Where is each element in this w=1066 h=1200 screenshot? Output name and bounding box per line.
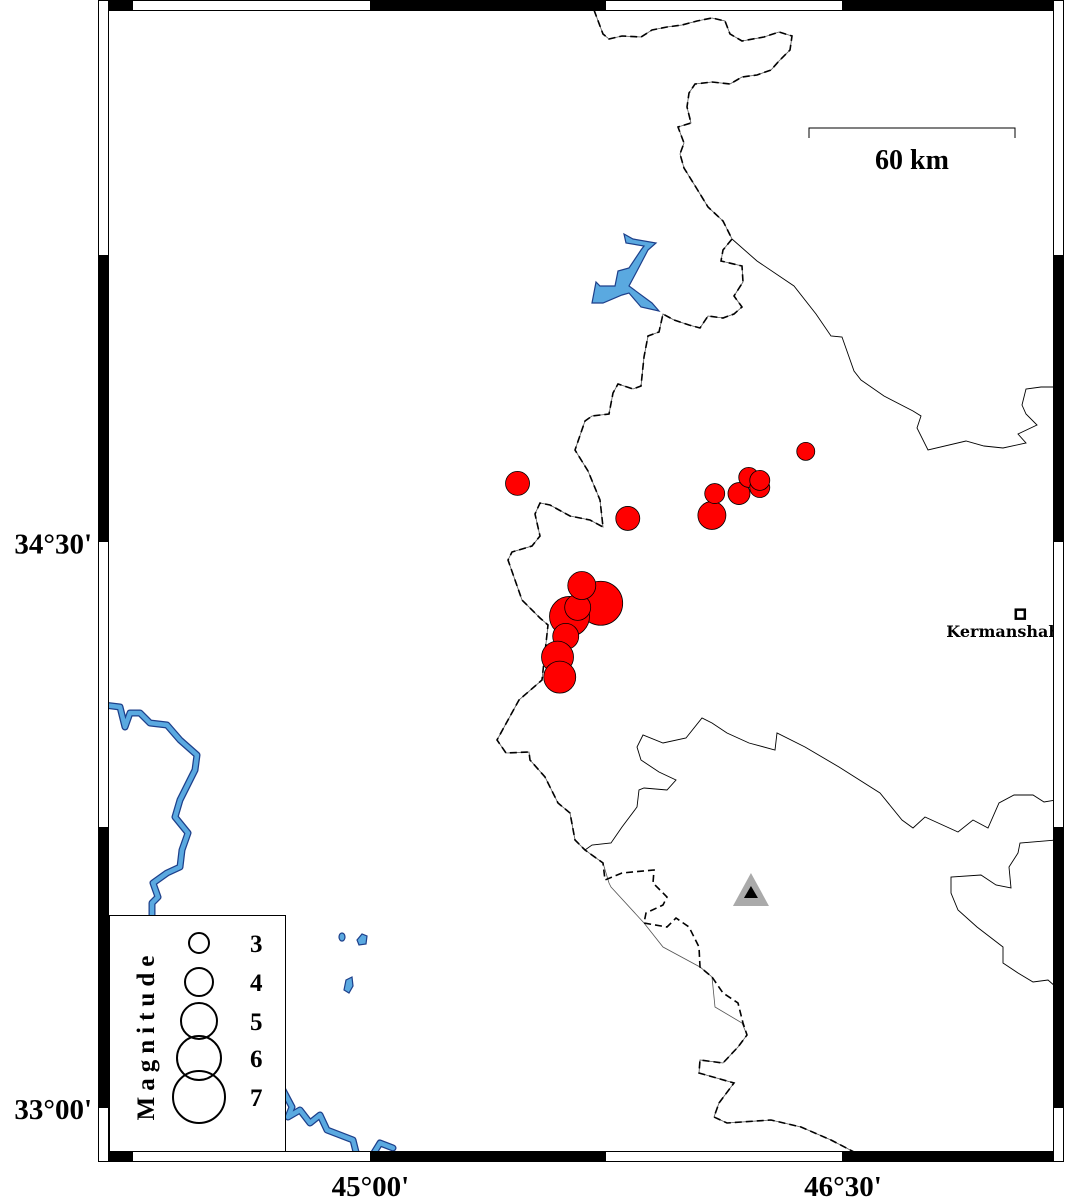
x-tick-label: 45°00': [332, 1171, 410, 1200]
axis-labels: 45°00' 46°30' 34°30' 33°00': [14, 528, 881, 1200]
square-icon: [1014, 608, 1027, 620]
earthquake-events: [505, 441, 816, 694]
city-marker: Kermanshah: [946, 608, 1060, 641]
earthquake-event: [796, 441, 816, 461]
legend-circle: [184, 967, 214, 997]
legend-label: 6: [250, 1046, 263, 1073]
earthquake-event: [615, 506, 641, 531]
legend-circle: [172, 1070, 226, 1124]
map-frame: [98, 0, 1064, 1162]
city-label: Kermanshah: [946, 622, 1060, 641]
map-area: Kermanshah 60 km: [108, 10, 1060, 1152]
station-marker: [732, 872, 769, 906]
legend-label: 4: [250, 970, 263, 997]
legend-label: 3: [250, 931, 263, 958]
earthquake-event: [704, 483, 726, 504]
legend-label: 7: [250, 1085, 263, 1112]
legend-circle: [176, 1035, 222, 1081]
river: [108, 701, 397, 1152]
province-boundaries: [584, 238, 1054, 986]
legend-label: 5: [250, 1009, 263, 1036]
triangle-icon-inner: [743, 885, 758, 898]
legend-title: Magnitude: [133, 950, 160, 1121]
international-border: [496, 10, 855, 1152]
y-tick-label: 34°30': [14, 528, 92, 560]
legend-circle: [188, 932, 210, 954]
scale-bar: 60 km: [808, 127, 1016, 176]
earthquake-event: [697, 501, 727, 530]
lake: [591, 232, 661, 312]
earthquake-event: [727, 482, 751, 505]
small-lakes: [338, 932, 368, 994]
magnitude-legend: Magnitude 3 4 5 6 7: [109, 915, 286, 1152]
earthquake-event: [505, 470, 530, 496]
legend-circle: [180, 1002, 218, 1040]
earthquake-event: [543, 660, 577, 694]
scale-bar-label: 60 km: [875, 145, 949, 176]
y-tick-label: 33°00': [14, 1094, 92, 1126]
x-tick-label: 46°30': [804, 1171, 882, 1200]
earthquake-event: [749, 469, 771, 491]
earthquake-event: [567, 571, 597, 600]
